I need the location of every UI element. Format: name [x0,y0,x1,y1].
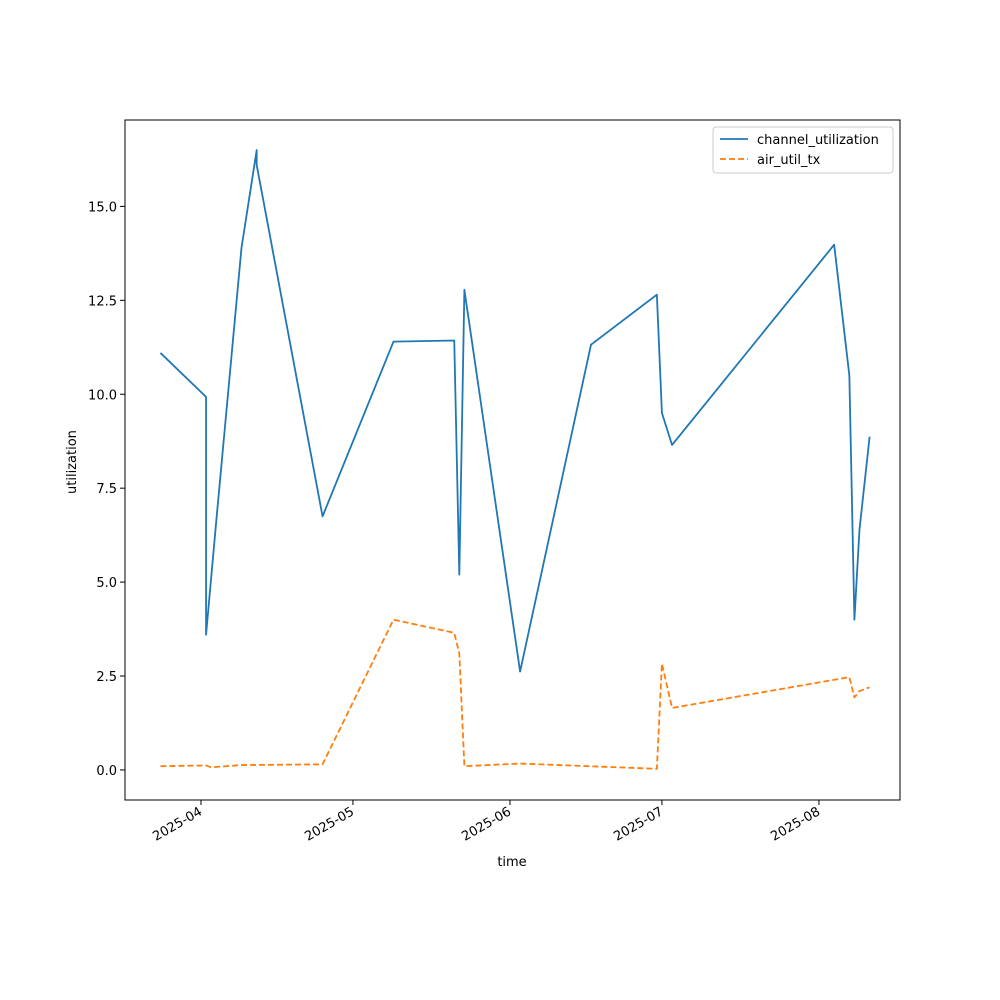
legend-box [712,126,894,174]
series-line-channel-utilization [159,149,871,673]
x-axis-title: time [497,855,526,870]
legend-label-air-util-tx: air_util_tx [757,153,821,168]
y-axis-title: utilization [65,430,80,494]
y-tick-label: 0.0 [96,764,117,779]
y-tick-label: 5.0 [96,576,117,591]
plot-area [159,149,871,770]
y-tick-label: 12.5 [88,294,117,309]
y-tick-label: 10.0 [88,388,117,403]
y-tick-label: 7.5 [96,482,117,497]
legend-label-channel-utilization: channel_utilization [757,133,879,148]
plot-frame [124,119,901,801]
y-tick-label: 2.5 [96,670,117,685]
y-tick-label: 15.0 [88,200,117,215]
legend: channel_utilization air_util_tx [712,126,894,174]
